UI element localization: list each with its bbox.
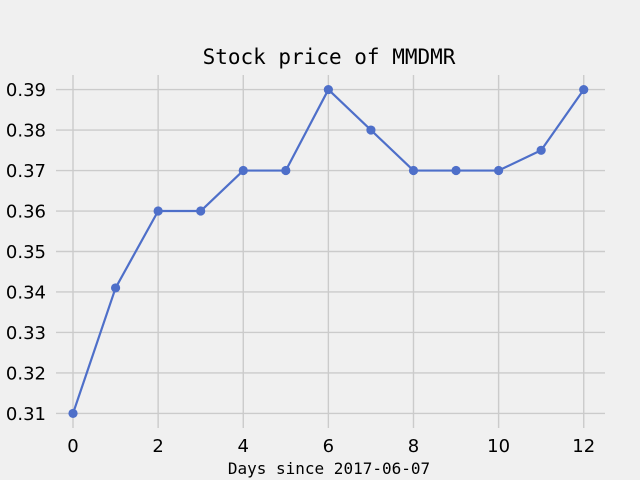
y-tick-label: 0.34 <box>6 282 46 303</box>
data-point <box>536 145 546 155</box>
data-point <box>451 165 461 176</box>
y-tick-label: 0.32 <box>6 363 46 384</box>
data-point <box>196 206 206 216</box>
y-tick-label: 0.33 <box>6 323 46 344</box>
x-tick-label: 2 <box>152 436 163 457</box>
data-point <box>68 408 78 419</box>
x-tick-label: 12 <box>572 436 595 457</box>
chart-title: Stock price of MMDMR <box>203 45 456 69</box>
data-point <box>238 165 248 176</box>
x-tick-label: 0 <box>67 436 78 457</box>
data-points <box>68 84 589 419</box>
y-tick-label: 0.39 <box>6 80 46 101</box>
y-axis-ticks: 0.31 0.32 0.33 0.34 0.35 0.36 0.37 0.38 0.39 <box>6 80 46 425</box>
data-point <box>579 84 589 95</box>
data-point <box>153 206 163 216</box>
data-point <box>408 165 419 176</box>
grid-lines <box>56 75 605 428</box>
x-tick-label: 8 <box>408 436 419 457</box>
y-tick-label: 0.37 <box>6 161 46 182</box>
data-point <box>366 125 376 135</box>
y-tick-label: 0.38 <box>6 121 46 142</box>
y-tick-label: 0.36 <box>6 202 46 223</box>
x-tick-label: 10 <box>487 436 510 457</box>
data-point <box>494 165 504 176</box>
data-point <box>323 84 333 95</box>
y-tick-label: 0.31 <box>6 404 46 425</box>
data-point <box>281 165 291 176</box>
x-axis-label: Days since 2017-06-07 <box>228 459 430 478</box>
x-tick-label: 4 <box>238 436 249 457</box>
data-point <box>110 283 121 293</box>
x-axis-ticks: 0 2 4 6 8 10 12 <box>67 436 595 457</box>
x-tick-label: 6 <box>323 436 334 457</box>
y-tick-label: 0.35 <box>6 242 46 263</box>
